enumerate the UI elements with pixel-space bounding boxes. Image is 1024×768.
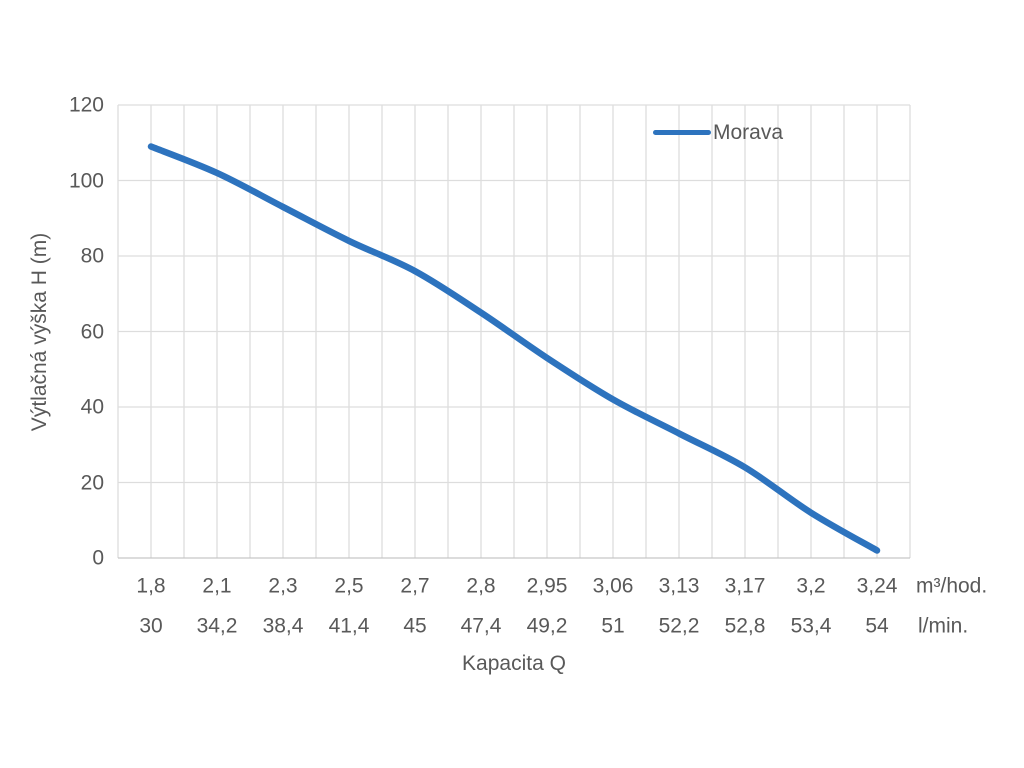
legend: Morava [653, 122, 783, 143]
x-tick-label-lmin: 49,2 [526, 614, 568, 638]
y-axis-title: Výtlačná výška H (m) [28, 232, 51, 432]
x-tick-label-lmin: 52,8 [724, 614, 766, 638]
y-axis-tick-label: 40 [80, 395, 104, 419]
x-axis-unit-lmin: l/min. [918, 614, 969, 638]
x-tick-label-lmin: 51 [601, 614, 625, 638]
series-curve-morava [147, 143, 881, 554]
x-tick-label-lmin: 30 [139, 614, 163, 638]
x-tick-label-lmin: 38,4 [262, 614, 304, 638]
x-tick-label-m3hod: 1,8 [136, 574, 166, 598]
y-axis-tick-label: 80 [80, 244, 104, 268]
x-tick-label-lmin: 54 [865, 614, 889, 638]
x-axis-unit-m3hod: m³/hod. [916, 574, 988, 598]
x-tick-label-m3hod: 3,13 [658, 574, 700, 598]
x-tick-label-m3hod: 3,17 [724, 574, 766, 598]
x-tick-label-m3hod: 2,5 [334, 574, 364, 598]
x-tick-label-m3hod: 3,06 [592, 574, 634, 598]
x-tick-label-m3hod: 2,3 [268, 574, 298, 598]
x-tick-label-m3hod: 3,2 [796, 574, 826, 598]
y-axis-tick-label: 60 [80, 320, 104, 343]
x-tick-label-m3hod: 2,95 [526, 574, 568, 598]
x-tick-label-m3hod: 2,7 [400, 574, 430, 598]
legend-series-label: Morava [713, 121, 784, 144]
x-tick-label-lmin: 41,4 [328, 614, 370, 638]
y-axis-tick-label: 20 [80, 471, 104, 494]
x-tick-label-lmin: 34,2 [196, 614, 238, 638]
x-tick-label-lmin: 45 [403, 614, 427, 638]
x-tick-label-lmin: 53,4 [790, 614, 832, 638]
legend-line-swatch [653, 130, 711, 135]
x-tick-label-lmin: 47,4 [460, 614, 502, 638]
y-axis-tick-label: 100 [68, 169, 104, 192]
x-axis-title: Kapacita Q [462, 652, 566, 675]
x-tick-label-m3hod: 3,24 [856, 574, 898, 598]
x-tick-label-m3hod: 2,8 [466, 574, 496, 598]
y-axis-tick-label: 0 [92, 546, 104, 570]
y-axis-tick-label: 120 [68, 93, 104, 117]
x-tick-label-lmin: 52,2 [658, 614, 700, 638]
x-tick-label-m3hod: 2,1 [202, 574, 232, 598]
